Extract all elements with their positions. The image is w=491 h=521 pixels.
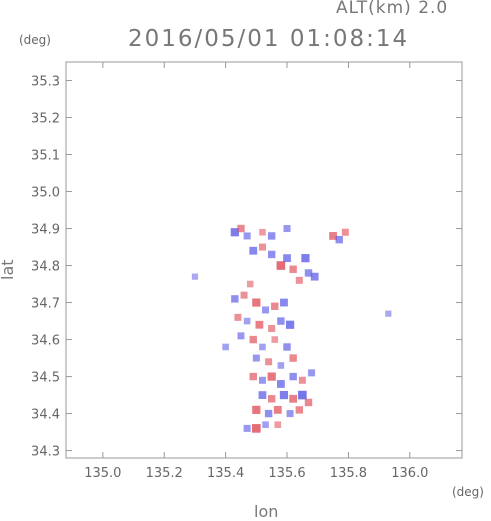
data-cell bbox=[240, 291, 248, 299]
x-axis-unit: (deg) bbox=[452, 485, 484, 499]
data-cell bbox=[237, 224, 245, 233]
data-cell bbox=[310, 272, 319, 281]
y-tick-label: 34.5 bbox=[31, 371, 60, 386]
plot-frame bbox=[65, 61, 463, 459]
data-cell bbox=[285, 320, 295, 329]
data-cell bbox=[264, 409, 273, 418]
data-cell bbox=[298, 376, 306, 384]
data-cell bbox=[268, 324, 276, 332]
data-cell bbox=[267, 372, 276, 381]
data-cell bbox=[191, 273, 199, 280]
data-cell bbox=[258, 391, 267, 399]
data-cell bbox=[231, 295, 239, 303]
data-cell bbox=[252, 298, 261, 307]
data-cell bbox=[289, 354, 297, 362]
y-tick-label: 35.3 bbox=[31, 75, 60, 90]
x-tick-label: 135.2 bbox=[146, 466, 183, 481]
data-cell bbox=[335, 235, 343, 244]
data-cell bbox=[289, 265, 297, 273]
x-axis-label: lon bbox=[254, 502, 279, 521]
data-cell bbox=[277, 317, 285, 325]
data-cell bbox=[289, 394, 298, 403]
x-tick-label: 135.6 bbox=[268, 466, 305, 481]
data-cell bbox=[246, 280, 254, 288]
y-tick-label: 34.6 bbox=[31, 334, 60, 349]
y-tick-label: 35.0 bbox=[31, 186, 60, 201]
data-cell bbox=[249, 246, 258, 255]
data-cell bbox=[249, 335, 257, 344]
data-cell bbox=[259, 228, 266, 236]
data-cell bbox=[262, 421, 269, 428]
x-tick-label: 135.0 bbox=[84, 466, 121, 481]
data-cell bbox=[280, 298, 288, 307]
data-points bbox=[191, 224, 392, 433]
data-cell bbox=[286, 410, 294, 418]
data-cell bbox=[273, 405, 282, 414]
data-cell bbox=[234, 313, 242, 321]
data-cell bbox=[252, 354, 260, 362]
data-cell bbox=[276, 380, 285, 388]
data-cell bbox=[267, 232, 276, 240]
y-tick-label: 34.3 bbox=[31, 445, 60, 460]
data-cell bbox=[243, 424, 251, 432]
data-cell bbox=[230, 228, 239, 237]
data-cell bbox=[259, 343, 266, 351]
data-cell bbox=[308, 369, 316, 377]
data-cell bbox=[249, 372, 257, 381]
data-cell bbox=[385, 310, 392, 317]
data-cell bbox=[255, 320, 264, 329]
data-cell bbox=[329, 232, 337, 240]
data-cell bbox=[243, 317, 251, 325]
y-axis-ticks: 34.3 34.4 34.5 34.6 34.7 34.8 34.9 35.0 35.1 35.2… bbox=[31, 75, 462, 460]
data-cell bbox=[265, 358, 273, 366]
chart-title: 2016/05/01 01:08:14 bbox=[128, 26, 410, 52]
y-tick-label: 34.8 bbox=[31, 260, 60, 275]
data-cell bbox=[262, 306, 270, 314]
data-cell bbox=[295, 276, 303, 284]
y-tick-label: 34.7 bbox=[31, 297, 60, 312]
data-cell bbox=[341, 228, 349, 236]
data-cell bbox=[283, 254, 291, 263]
data-cell bbox=[267, 395, 276, 403]
data-cell bbox=[304, 398, 313, 407]
data-cell bbox=[295, 406, 304, 414]
x-tick-label: 135.8 bbox=[330, 466, 367, 481]
data-cell bbox=[271, 302, 279, 310]
data-cell bbox=[237, 332, 245, 340]
data-cell bbox=[304, 269, 313, 277]
altitude-label: ALT(km) 2.0 bbox=[336, 0, 449, 18]
data-cell bbox=[283, 225, 291, 233]
y-tick-label: 35.2 bbox=[31, 112, 60, 127]
data-cell bbox=[298, 390, 307, 400]
data-cell bbox=[252, 424, 261, 433]
y-tick-label: 34.4 bbox=[31, 408, 60, 423]
data-cell bbox=[258, 376, 266, 384]
x-axis-ticks: 135.0 135.2 135.4 135.6 135.8 136.0 bbox=[84, 62, 428, 481]
data-cell bbox=[222, 343, 229, 351]
data-cell bbox=[267, 250, 276, 259]
data-cell bbox=[279, 390, 289, 400]
data-cell bbox=[258, 243, 266, 251]
y-axis-unit: (deg) bbox=[19, 33, 51, 47]
data-cell bbox=[243, 232, 251, 240]
data-cell bbox=[283, 343, 291, 351]
data-cell bbox=[274, 421, 282, 428]
y-tick-label: 34.9 bbox=[31, 223, 60, 238]
data-cell bbox=[271, 336, 279, 343]
data-cell bbox=[252, 405, 261, 414]
y-tick-label: 35.1 bbox=[31, 149, 60, 164]
x-tick-label: 136.0 bbox=[391, 466, 428, 481]
data-cell bbox=[276, 261, 286, 270]
data-cell bbox=[301, 254, 310, 263]
x-tick-label: 135.4 bbox=[207, 466, 244, 481]
data-cell bbox=[277, 362, 285, 369]
data-cell bbox=[289, 372, 297, 381]
